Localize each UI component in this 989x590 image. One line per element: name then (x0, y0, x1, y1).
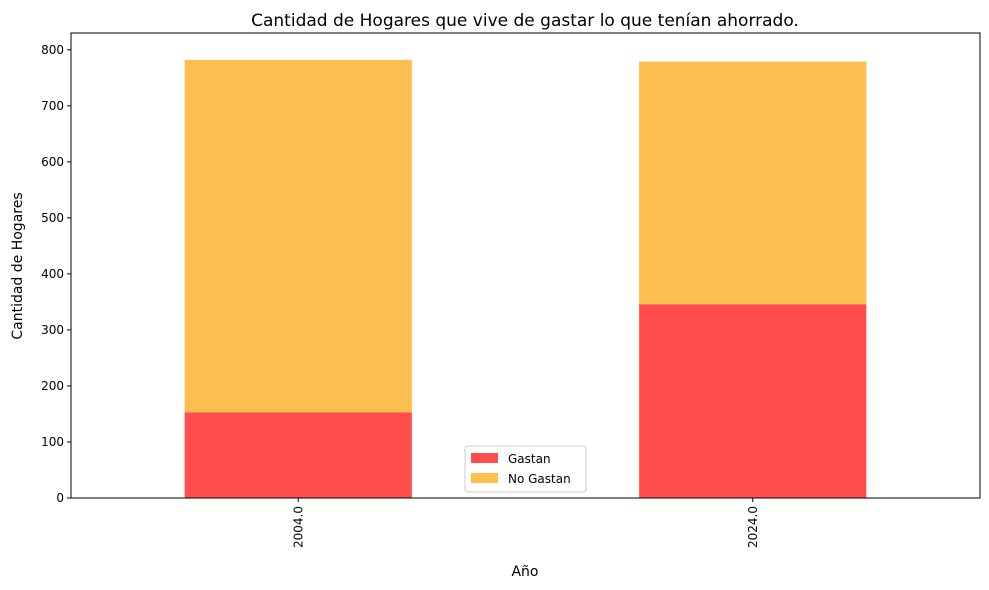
bar-gastan-2004.0 (184, 412, 412, 498)
x-tick-label: 2004.0 (291, 506, 305, 548)
y-tick-label: 800 (41, 43, 64, 57)
legend-label: Gastan (508, 452, 551, 466)
plot-area-frame (70, 32, 981, 499)
y-axis-label: Cantidad de Hogares (10, 192, 26, 339)
y-axis-ticks: 0 100 200 300 400 500 600 700 800 (41, 43, 71, 505)
y-tick-label: 100 (41, 435, 64, 449)
y-tick-label: 0 (56, 491, 64, 505)
bars-group (184, 59, 867, 498)
y-tick-label: 200 (41, 379, 64, 393)
x-axis-label: Año (511, 564, 538, 580)
chart-title: Cantidad de Hogares que vive de gastar l… (251, 11, 799, 31)
y-tick-label: 500 (41, 211, 64, 225)
bar-no-gastan-2024.0 (639, 61, 867, 305)
legend-label: No Gastan (508, 472, 571, 486)
y-tick-label: 700 (41, 99, 64, 113)
legend: Gastan No Gastan (464, 445, 587, 493)
y-tick-label: 400 (41, 267, 64, 281)
bar-no-gastan-2004.0 (184, 59, 412, 413)
x-tick-label: 2024.0 (746, 506, 760, 548)
legend-swatch (471, 453, 498, 463)
y-tick-label: 300 (41, 323, 64, 337)
x-axis-ticks: 2004.0 2024.0 (291, 498, 760, 548)
bar-gastan-2024.0 (639, 304, 867, 498)
y-tick-label: 600 (41, 155, 64, 169)
legend-swatch (471, 473, 498, 483)
